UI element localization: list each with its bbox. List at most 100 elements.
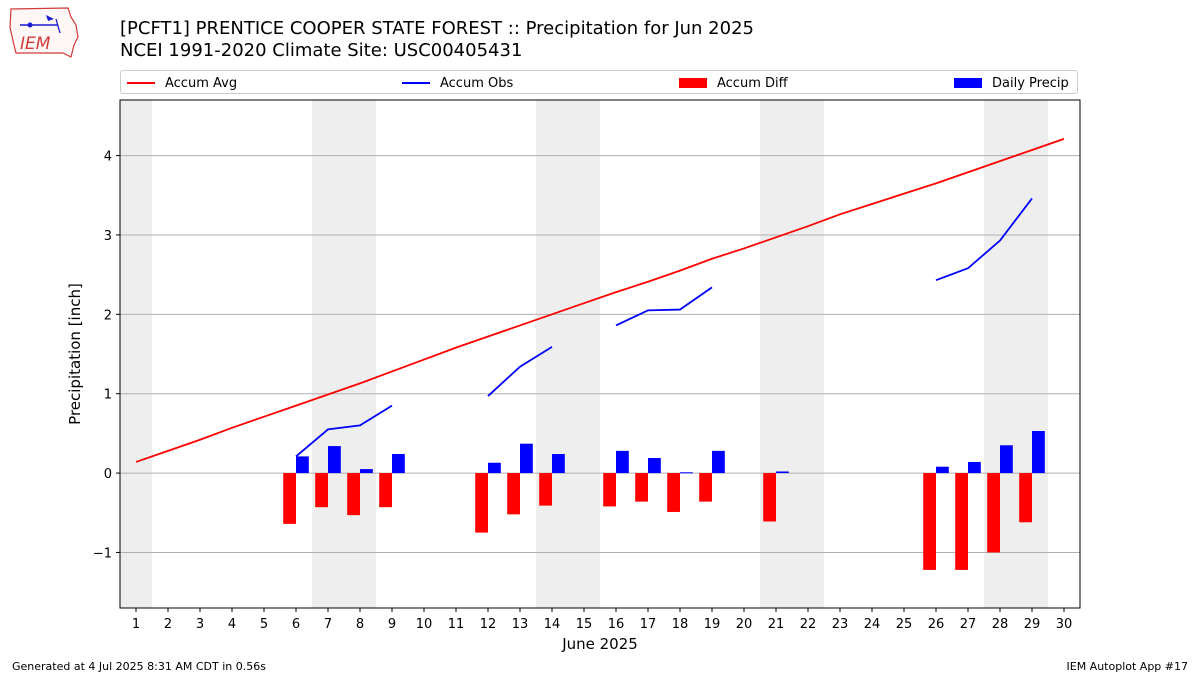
y-tick-label-0: −1 — [93, 546, 112, 561]
bar-daily-precip-day-16 — [616, 450, 629, 474]
y-tick-label-1: 0 — [104, 467, 112, 482]
line-accum-obs-segment-3 — [935, 197, 1033, 282]
bar-accum-diff-day-8 — [347, 473, 360, 516]
x-tick-label-28: 28 — [992, 617, 1009, 632]
bar-daily-precip-day-17 — [648, 457, 661, 474]
weekend-band-7 — [312, 100, 344, 608]
legend-label-accum-avg: Accum Avg — [165, 75, 238, 91]
x-tick-label-17: 17 — [640, 617, 657, 632]
x-tick-label-6: 6 — [292, 617, 300, 632]
y-tick-label-5: 4 — [104, 150, 112, 165]
iem-logo: IEM — [8, 5, 80, 59]
bar-daily-precip-day-29 — [1032, 430, 1045, 474]
x-axis-label: June 2025 — [561, 635, 638, 653]
plot-frame — [119, 99, 1081, 609]
x-tick-label-22: 22 — [800, 617, 817, 632]
bar-accum-diff-day-12 — [475, 473, 488, 533]
weekend-band-21 — [760, 100, 792, 608]
x-tick-label-15: 15 — [576, 617, 593, 632]
bar-accum-diff-day-19 — [699, 473, 712, 502]
chart-title: [PCFT1] PRENTICE COOPER STATE FOREST :: … — [120, 18, 754, 39]
line-accum-obs-segment-1 — [487, 346, 553, 397]
bar-daily-precip-day-9 — [392, 454, 405, 474]
legend-item-accum-diff: Accum Diff — [679, 74, 788, 92]
bar-daily-precip-day-7 — [328, 446, 341, 474]
bar-accum-diff-day-9 — [379, 473, 392, 508]
legend-swatch-accum-avg — [127, 82, 155, 84]
line-accum-obs-segment-0 — [295, 404, 393, 458]
y-tick-label-4: 3 — [104, 229, 112, 244]
chart-subtitle: NCEI 1991-2020 Climate Site: USC00405431 — [120, 40, 523, 61]
x-tick-label-26: 26 — [928, 617, 945, 632]
weekend-band-8 — [344, 100, 376, 608]
bar-daily-precip-day-26 — [936, 466, 949, 474]
bar-accum-diff-day-28 — [987, 473, 1000, 553]
x-tick-label-13: 13 — [512, 617, 529, 632]
x-tick-label-11: 11 — [448, 617, 465, 632]
x-tick-label-29: 29 — [1024, 617, 1041, 632]
weekend-band-22 — [792, 100, 824, 608]
app-credit: IEM Autoplot App #17 — [1066, 660, 1189, 673]
x-tick-label-8: 8 — [356, 617, 364, 632]
bar-daily-precip-day-27 — [968, 461, 981, 474]
x-tick-label-24: 24 — [864, 617, 881, 632]
bar-accum-diff-day-13 — [507, 473, 520, 515]
x-tick-label-4: 4 — [228, 617, 236, 632]
logo-text: IEM — [20, 34, 51, 54]
legend-swatch-accum-diff — [679, 78, 707, 88]
legend-swatch-daily-precip — [954, 78, 982, 88]
bar-accum-diff-day-16 — [603, 473, 616, 507]
x-tick-label-5: 5 — [260, 617, 268, 632]
x-tick-label-25: 25 — [896, 617, 913, 632]
x-tick-label-27: 27 — [960, 617, 977, 632]
bar-accum-diff-day-27 — [955, 473, 968, 570]
legend-item-accum-avg: Accum Avg — [127, 74, 237, 92]
bar-daily-precip-day-12 — [488, 462, 501, 474]
weekend-band-29 — [1016, 100, 1048, 608]
bar-daily-precip-day-28 — [1000, 445, 1013, 474]
bar-accum-diff-day-17 — [635, 473, 648, 502]
bar-accum-diff-day-6 — [283, 473, 296, 524]
x-tick-label-12: 12 — [480, 617, 497, 632]
x-tick-label-30: 30 — [1056, 617, 1073, 632]
bar-daily-precip-day-13 — [520, 443, 533, 474]
bar-daily-precip-day-6 — [296, 456, 309, 474]
bar-daily-precip-day-14 — [552, 454, 565, 474]
bar-daily-precip-day-21 — [776, 471, 789, 474]
line-accum-avg-segment-0 — [135, 138, 1065, 463]
weekend-band-15 — [568, 100, 600, 608]
y-tick-label-3: 2 — [104, 308, 112, 323]
x-tick-label-21: 21 — [768, 617, 785, 632]
bar-daily-precip-day-8 — [360, 469, 373, 474]
x-tick-label-7: 7 — [324, 617, 332, 632]
y-axis-label: Precipitation [inch] — [66, 283, 84, 425]
x-tick-label-20: 20 — [736, 617, 753, 632]
bar-accum-diff-day-18 — [667, 473, 680, 512]
bar-accum-diff-day-14 — [539, 473, 552, 506]
legend-item-daily-precip: Daily Precip — [954, 74, 1069, 92]
bar-accum-diff-day-26 — [923, 473, 936, 570]
bar-daily-precip-day-19 — [712, 450, 725, 474]
x-tick-label-14: 14 — [544, 617, 561, 632]
x-tick-label-23: 23 — [832, 617, 849, 632]
bar-accum-diff-day-7 — [315, 473, 328, 508]
x-tick-label-3: 3 — [196, 617, 204, 632]
legend-label-accum-obs: Accum Obs — [440, 75, 514, 91]
x-tick-label-16: 16 — [608, 617, 625, 632]
legend-item-accum-obs: Accum Obs — [402, 74, 513, 92]
bar-daily-precip-day-18 — [680, 472, 693, 474]
weekend-band-1 — [120, 100, 152, 608]
x-tick-label-1: 1 — [132, 617, 140, 632]
x-tick-label-2: 2 — [164, 617, 172, 632]
bar-accum-diff-day-21 — [763, 473, 776, 522]
x-tick-label-18: 18 — [672, 617, 689, 632]
legend-label-daily-precip: Daily Precip — [992, 75, 1069, 91]
line-accum-obs-segment-2 — [615, 286, 713, 327]
generated-timestamp: Generated at 4 Jul 2025 8:31 AM CDT in 0… — [12, 660, 266, 673]
chart-legend: Accum Avg Accum Obs Accum Diff Daily Pre… — [120, 70, 1078, 94]
bar-accum-diff-day-29 — [1019, 473, 1032, 523]
legend-swatch-accum-obs — [402, 82, 430, 84]
legend-label-accum-diff: Accum Diff — [717, 75, 788, 91]
x-tick-label-19: 19 — [704, 617, 721, 632]
